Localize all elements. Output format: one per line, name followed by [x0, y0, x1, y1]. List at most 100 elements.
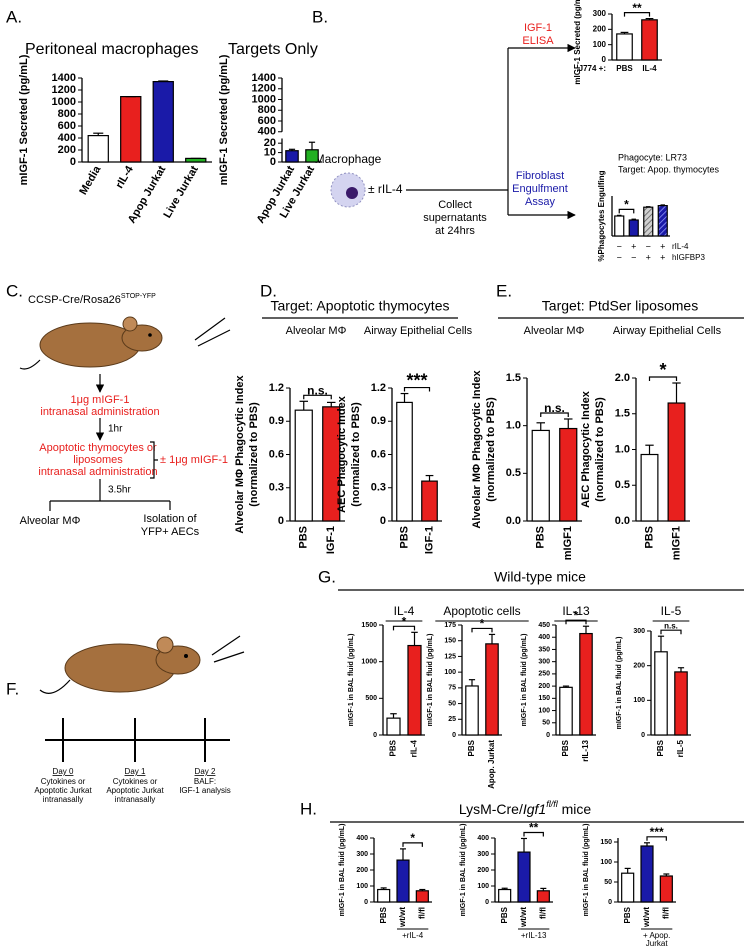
panel-c-diagram: CCSP-Cre/Rosa26STOP-YFP 1μg mIGF-1 intra…	[20, 293, 231, 538]
y-tick-label: 1.5	[506, 372, 521, 384]
outcome: Isolation of	[143, 513, 197, 525]
bar	[667, 402, 686, 522]
y-tick-label: 200	[356, 867, 368, 874]
sig-bracket	[618, 208, 635, 214]
panel-header: Wild-type mice	[494, 569, 586, 585]
chart-title: Peritoneal macrophages	[25, 41, 198, 58]
y-tick-label: 100	[356, 883, 368, 890]
y-axis-label: mIGF-1 in BAL fluid (pg/mL)	[460, 824, 467, 917]
x-tick-label: IGF-1	[325, 526, 337, 554]
bar	[407, 644, 422, 736]
bar	[621, 872, 635, 903]
mouse-ear	[122, 316, 138, 332]
y-tick-label: 0	[380, 515, 386, 527]
y-tick-label: 0	[452, 732, 456, 739]
error-bar	[400, 848, 406, 861]
panel-label: G.	[318, 567, 336, 586]
y-axis-label: (normalized to PBS)	[248, 402, 260, 507]
sig-bracket	[523, 831, 544, 837]
bar	[465, 685, 479, 736]
y-tick-label: 0.9	[371, 415, 386, 427]
x-tick-label: PBS	[535, 526, 547, 549]
sig-bracket	[646, 836, 667, 841]
y-axis-label: mIGF-1 in BAL fluid (pg/mL)	[427, 634, 434, 727]
day-text: Apoptotic Jurkat	[34, 786, 92, 795]
sig-bracket	[403, 386, 431, 392]
subheader: Airway Epithelial Cells	[364, 325, 473, 337]
day: Day 0	[53, 767, 74, 776]
y-tick-label: 1000	[252, 93, 276, 105]
sig-label: **	[529, 821, 539, 835]
sig-label: *	[410, 831, 415, 845]
y-tick-label: 0	[278, 515, 284, 527]
x-tick-label: PBS	[398, 526, 410, 549]
error-bar	[657, 635, 665, 652]
bar	[421, 480, 438, 522]
x-tick-label: mIGF1	[670, 526, 682, 560]
y-tick-label: 0.5	[615, 479, 630, 491]
error-bar	[644, 842, 650, 846]
y-axis-label: mIGF-1 in BAL fluid (pg/mL)	[521, 634, 528, 727]
x-tick-label: fl/fl	[538, 907, 547, 919]
y-tick-label: 150	[600, 839, 612, 846]
y-axis-label: mIGF-1 Secreted (pg/mL)	[218, 54, 230, 185]
sig-label: *	[659, 360, 666, 380]
x-tick-label: PBS	[500, 906, 509, 923]
y-tick-label: 400	[258, 126, 276, 138]
bar	[415, 890, 429, 903]
step-text: intranasal administration	[38, 466, 157, 478]
y-tick-label: 100	[593, 40, 607, 49]
x-tick-label: PBS	[643, 526, 655, 549]
y-tick-label: 150	[538, 695, 550, 702]
panel-label: D.	[260, 281, 277, 300]
x-tick-label: wt/wt	[398, 907, 407, 928]
bar	[641, 19, 658, 61]
error-bar	[617, 214, 622, 216]
bar	[377, 888, 391, 903]
time-text: 3.5hr	[108, 485, 131, 496]
title-part: mice	[558, 801, 592, 817]
y-tick-label: 1.5	[615, 408, 630, 420]
error-bar	[536, 422, 546, 431]
outcome: YFP+ AECs	[141, 526, 200, 538]
y-tick-label: 600	[58, 120, 76, 132]
y-tick-label: 1000	[52, 96, 76, 108]
strain-name: CCSP-Cre/Rosa26	[28, 294, 121, 306]
step-text: liposomes	[73, 454, 123, 466]
error-bar	[400, 392, 409, 403]
pipette	[211, 635, 245, 663]
x-tick-label: rIL-4	[410, 739, 419, 757]
y-tick-label: 50	[604, 879, 612, 886]
bar	[485, 643, 499, 736]
error-bar	[563, 418, 573, 429]
bar	[654, 651, 668, 736]
y-tick-label: 800	[258, 104, 276, 116]
panel-header: Target: Apoptotic thymocytes	[271, 298, 450, 314]
y-tick-label: 0	[270, 156, 276, 168]
y-tick-label: 0.0	[506, 515, 521, 527]
error-bar	[645, 444, 654, 455]
y-tick-label: 300	[356, 851, 368, 858]
condition-sign: +	[646, 252, 651, 262]
y-tick-label: 0.3	[371, 482, 386, 494]
y-axis-label: mIGF-1 Secreted (pg/mL)	[573, 0, 582, 85]
bar	[517, 851, 531, 903]
chart-title: IL-5	[661, 604, 682, 618]
bar	[152, 80, 174, 163]
bar	[498, 888, 512, 903]
y-axis-label: %Phagocytes Engulfing	[597, 170, 606, 261]
error-bar	[468, 679, 476, 686]
y-tick-label: 0	[364, 899, 368, 906]
error-bar	[380, 887, 387, 890]
sig-label: n.s.	[307, 383, 328, 397]
y-tick-label: 50	[448, 700, 456, 707]
y-tick-label: 0.6	[269, 448, 284, 460]
bar	[120, 95, 142, 163]
x-tick-label: fl/fl	[661, 907, 670, 919]
error-bar	[521, 837, 527, 853]
subheader: Alveolar MΦ	[524, 325, 585, 337]
assay-text: ELISA	[522, 35, 554, 47]
sig-label: *	[480, 617, 485, 631]
x-tick-label: wt/wt	[642, 907, 651, 928]
group-label: Jurkat	[646, 939, 669, 948]
